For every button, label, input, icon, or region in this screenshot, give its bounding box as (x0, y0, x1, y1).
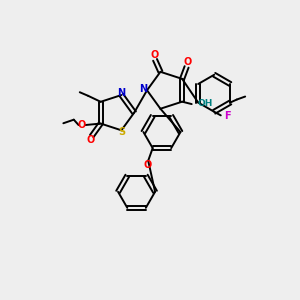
Text: N: N (139, 84, 147, 94)
Text: O: O (183, 57, 191, 68)
Text: O: O (77, 120, 86, 130)
Text: O: O (143, 160, 152, 170)
Text: O: O (86, 135, 94, 145)
Text: S: S (118, 128, 125, 137)
Text: O: O (150, 50, 159, 60)
Text: N: N (117, 88, 125, 98)
Text: OH: OH (197, 99, 212, 108)
Text: F: F (224, 111, 231, 121)
